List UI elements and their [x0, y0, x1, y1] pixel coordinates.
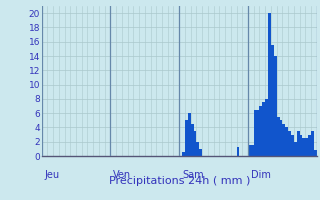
Bar [297, 131, 300, 156]
Bar [188, 113, 191, 156]
Bar [194, 131, 196, 156]
Bar [257, 110, 260, 156]
X-axis label: Précipitations 24h ( mm ): Précipitations 24h ( mm ) [108, 175, 250, 186]
Bar [291, 135, 294, 156]
Bar [271, 45, 274, 156]
Bar [302, 138, 305, 156]
Bar [308, 135, 311, 156]
Bar [236, 147, 239, 156]
Bar [274, 56, 277, 156]
Bar [260, 106, 262, 156]
Bar [196, 142, 199, 156]
Text: Jeu: Jeu [44, 170, 60, 180]
Bar [265, 99, 268, 156]
Bar [305, 138, 308, 156]
Bar [288, 131, 291, 156]
Bar [277, 117, 280, 156]
Bar [311, 131, 314, 156]
Bar [268, 13, 271, 156]
Bar [254, 110, 257, 156]
Bar [262, 102, 265, 156]
Bar [251, 145, 254, 156]
Bar [199, 149, 202, 156]
Bar [282, 124, 285, 156]
Bar [294, 142, 297, 156]
Bar [191, 124, 194, 156]
Text: Dim: Dim [251, 170, 271, 180]
Bar [300, 135, 302, 156]
Bar [285, 127, 288, 156]
Bar [248, 145, 251, 156]
Text: Sam: Sam [182, 170, 204, 180]
Text: Ven: Ven [113, 170, 131, 180]
Bar [314, 150, 317, 156]
Bar [185, 120, 188, 156]
Bar [182, 152, 185, 156]
Bar [280, 120, 282, 156]
